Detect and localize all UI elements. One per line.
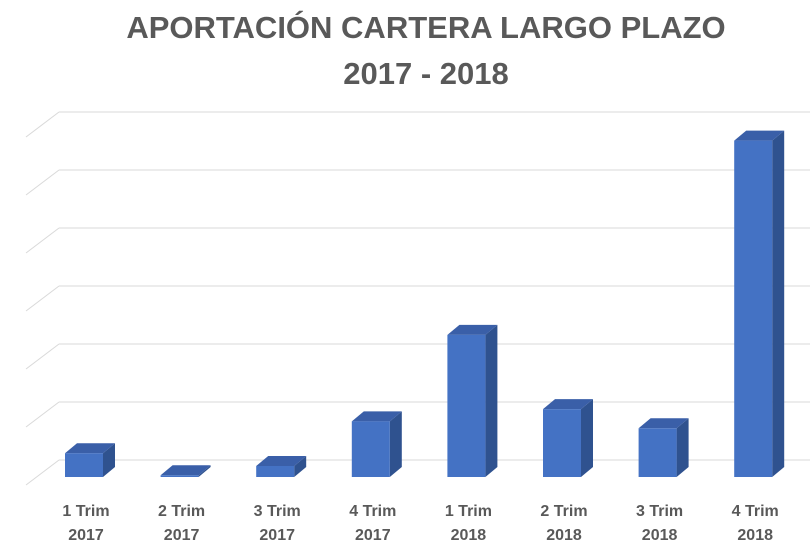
- bar: [543, 409, 581, 477]
- bar-top: [638, 418, 689, 429]
- gridline-depth: [25, 401, 60, 428]
- gridline-depth: [25, 169, 60, 196]
- bar-top: [65, 443, 115, 454]
- bar-side: [198, 465, 211, 477]
- bar-top: [256, 455, 307, 466]
- x-tick-label: 2 Trim: [158, 503, 205, 520]
- gridline-depth: [25, 285, 60, 312]
- bar-side: [772, 130, 785, 477]
- bar-top: [543, 399, 593, 410]
- x-tick-label: 2017: [259, 527, 295, 544]
- gridline-depth: [25, 111, 60, 138]
- x-tick-label: 2018: [737, 527, 773, 544]
- x-tick-label: 1 Trim: [62, 503, 109, 520]
- x-tick-label: 2018: [546, 527, 582, 544]
- bar-side: [581, 399, 593, 477]
- bar: [447, 334, 486, 477]
- x-tick-label: 4 Trim: [732, 503, 779, 520]
- chart-title: APORTACIÓN CARTERA LARGO PLAZO: [126, 10, 726, 45]
- x-tick-label: 2017: [355, 527, 391, 544]
- bar-top: [351, 411, 402, 422]
- bar-top: [447, 324, 498, 335]
- x-tick-label: 2017: [68, 527, 104, 544]
- bar: [65, 453, 103, 477]
- bar: [734, 140, 773, 477]
- bar: [256, 465, 295, 477]
- x-tick-label: 4 Trim: [349, 503, 396, 520]
- x-tick-label: 3 Trim: [636, 503, 683, 520]
- gridline-depth: [25, 459, 60, 486]
- x-tick-label: 2 Trim: [540, 503, 587, 520]
- bar-side: [485, 324, 498, 477]
- gridline-depth: [25, 227, 60, 254]
- bar: [351, 421, 390, 477]
- x-tick-label: 2018: [642, 527, 678, 544]
- x-tick-label: 2018: [451, 527, 487, 544]
- x-tick-label: 3 Trim: [254, 503, 301, 520]
- bar: [638, 428, 677, 477]
- bar-side: [676, 418, 689, 477]
- bar-side: [103, 443, 115, 477]
- bar-side: [294, 455, 307, 477]
- bar-side: [389, 411, 402, 477]
- gridline-depth: [25, 343, 60, 370]
- bar-top: [734, 130, 785, 141]
- x-tick-label: 1 Trim: [445, 503, 492, 520]
- bar: [160, 475, 199, 477]
- x-tick-label: 2017: [164, 527, 200, 544]
- bar-top: [160, 465, 211, 476]
- chart-subtitle: 2017 - 2018: [343, 56, 509, 91]
